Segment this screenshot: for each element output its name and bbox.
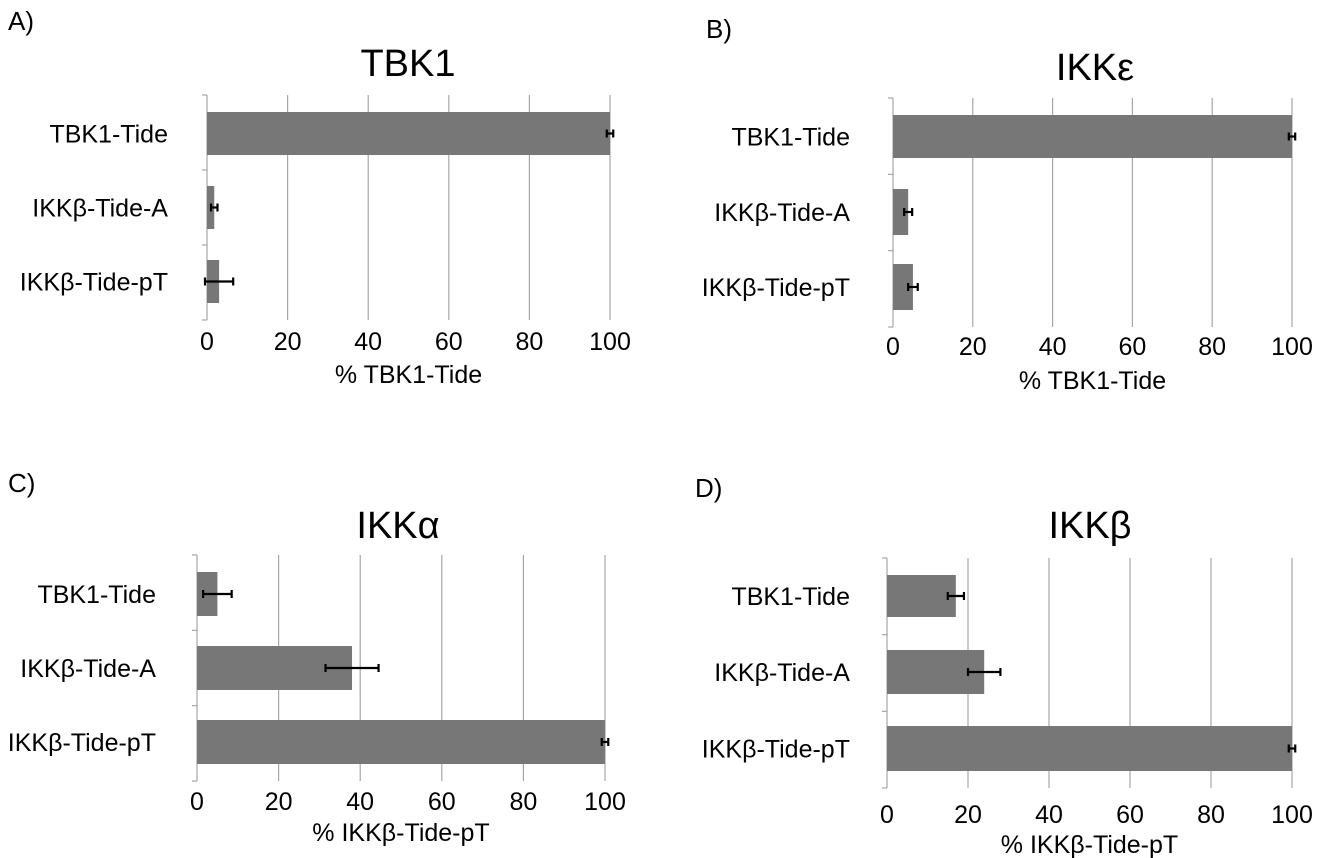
chart-title: TBK1 [360,43,455,85]
chart-panel: D) IKKβ TBK1-Tide IKKβ-Tide-A IKKβ-Tide-pT 0 2… [695,473,1313,858]
chart-panel: A) TBK1 TBK1-Tide IKKβ-Tide-A IKKβ-Tide-pT 0 2… [8,6,631,389]
x-tick-label: 40 [1039,333,1067,361]
category-label: IKKβ-Tide-pT [702,736,850,764]
x-tick-label: 80 [515,328,543,356]
x-tick-label: 100 [1271,801,1313,829]
x-tick-label: 0 [190,788,204,816]
chart-panel: B) IKKε TBK1-Tide IKKβ-Tide-A IKKβ-Tide-pT 0 2… [702,14,1313,395]
x-tick-label: 100 [1271,333,1313,361]
bar [207,112,610,155]
category-label: TBK1-Tide [49,121,168,149]
x-tick-label: 40 [354,328,382,356]
x-axis-title: % TBK1-Tide [335,361,482,389]
x-tick-label: 60 [428,788,456,816]
chart-panel: C) IKKα TBK1-Tide IKKβ-Tide-A IKKβ-Tide-pT 0 2… [8,468,626,847]
category-label: IKKβ-Tide-pT [20,269,168,297]
x-tick-label: 60 [1118,333,1146,361]
bar [893,189,909,235]
bar [893,115,1292,158]
category-label: IKKβ-Tide-A [32,195,168,223]
bar [893,264,913,310]
bar [197,720,605,764]
panel-letter: C) [8,468,35,498]
x-tick-label: 60 [435,328,463,356]
category-label: IKKβ-Tide-pT [702,274,850,302]
x-tick-label: 40 [1035,801,1063,829]
category-label: IKKβ-Tide-A [714,199,850,227]
category-label: TBK1-Tide [731,583,850,611]
x-tick-label: 20 [274,328,302,356]
category-label: IKKβ-Tide-pT [8,729,156,757]
chart-title: IKKβ [1048,505,1131,547]
x-tick-label: 100 [589,328,631,356]
x-tick-label: 80 [1197,801,1225,829]
panel-letter: D) [695,473,722,503]
x-tick-label: 60 [1116,801,1144,829]
x-axis-title: % IKKβ-Tide-pT [1001,831,1178,858]
x-tick-label: 100 [584,788,626,816]
x-tick-label: 80 [1198,333,1226,361]
panel-letter: A) [8,6,34,36]
category-label: IKKβ-Tide-A [20,655,156,683]
x-tick-label: 20 [959,333,987,361]
chart-title: IKKα [356,505,439,547]
x-tick-label: 0 [880,801,894,829]
bar [887,575,956,617]
panel-letter: B) [706,14,732,44]
x-axis-title: % TBK1-Tide [1019,367,1166,395]
x-tick-label: 20 [954,801,982,829]
x-tick-label: 40 [346,788,374,816]
category-label: TBK1-Tide [37,581,156,609]
category-label: TBK1-Tide [731,124,850,152]
bar [887,726,1292,771]
x-tick-label: 0 [200,328,214,356]
chart-title: IKKε [1056,47,1134,89]
category-label: IKKβ-Tide-A [714,659,850,687]
x-tick-label: 80 [509,788,537,816]
x-tick-label: 0 [886,333,900,361]
x-axis-title: % IKKβ-Tide-pT [312,819,489,847]
x-tick-label: 20 [265,788,293,816]
